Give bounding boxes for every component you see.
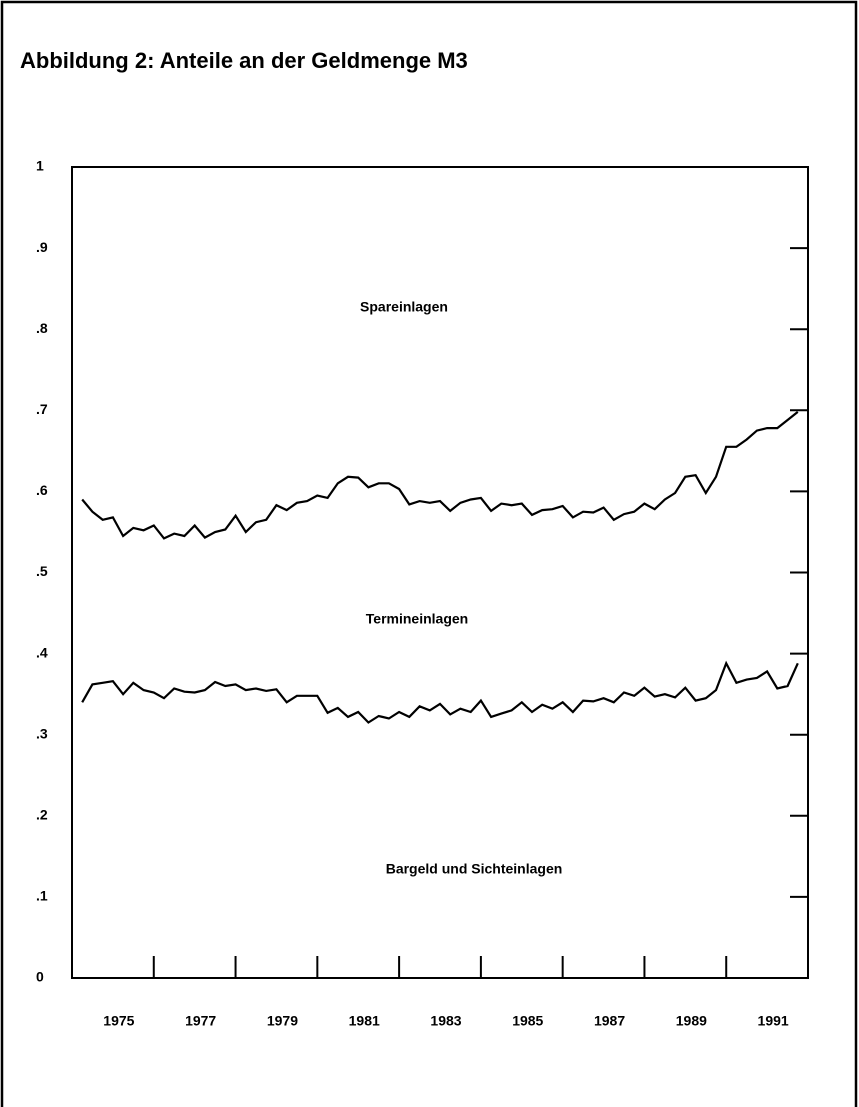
x-tick-label: 1991 (758, 1013, 789, 1029)
y-tick-label: .4 (36, 644, 48, 660)
region-label: Termineinlagen (366, 611, 468, 627)
x-tick-label: 1987 (594, 1013, 625, 1029)
region-label: Spareinlagen (360, 299, 448, 315)
chart-title: Abbildung 2: Anteile an der Geldmenge M3 (20, 48, 468, 73)
y-tick-label: .7 (36, 401, 48, 417)
y-tick-label: 1 (36, 158, 44, 174)
x-tick-label: 1985 (512, 1013, 543, 1029)
x-tick-label: 1979 (267, 1013, 298, 1029)
y-tick-label: .3 (36, 725, 48, 741)
y-tick-label: .5 (36, 563, 48, 579)
series-line (81, 411, 799, 540)
y-tick-label: .8 (36, 320, 48, 336)
y-tick-label: 0 (36, 969, 44, 985)
x-tick-label: 1983 (430, 1013, 461, 1029)
x-tick-label: 1989 (676, 1013, 707, 1029)
series-line (81, 660, 799, 724)
region-label: Bargeld und Sichteinlagen (386, 861, 563, 877)
y-tick-label: .9 (36, 239, 48, 255)
x-tick-label: 1981 (349, 1013, 380, 1029)
plot-area (71, 166, 809, 979)
y-tick-label: .6 (36, 482, 48, 498)
x-tick-label: 1977 (185, 1013, 216, 1029)
x-tick-label: 1975 (103, 1013, 134, 1029)
y-tick-label: .1 (36, 888, 48, 904)
y-tick-label: .2 (36, 807, 48, 823)
